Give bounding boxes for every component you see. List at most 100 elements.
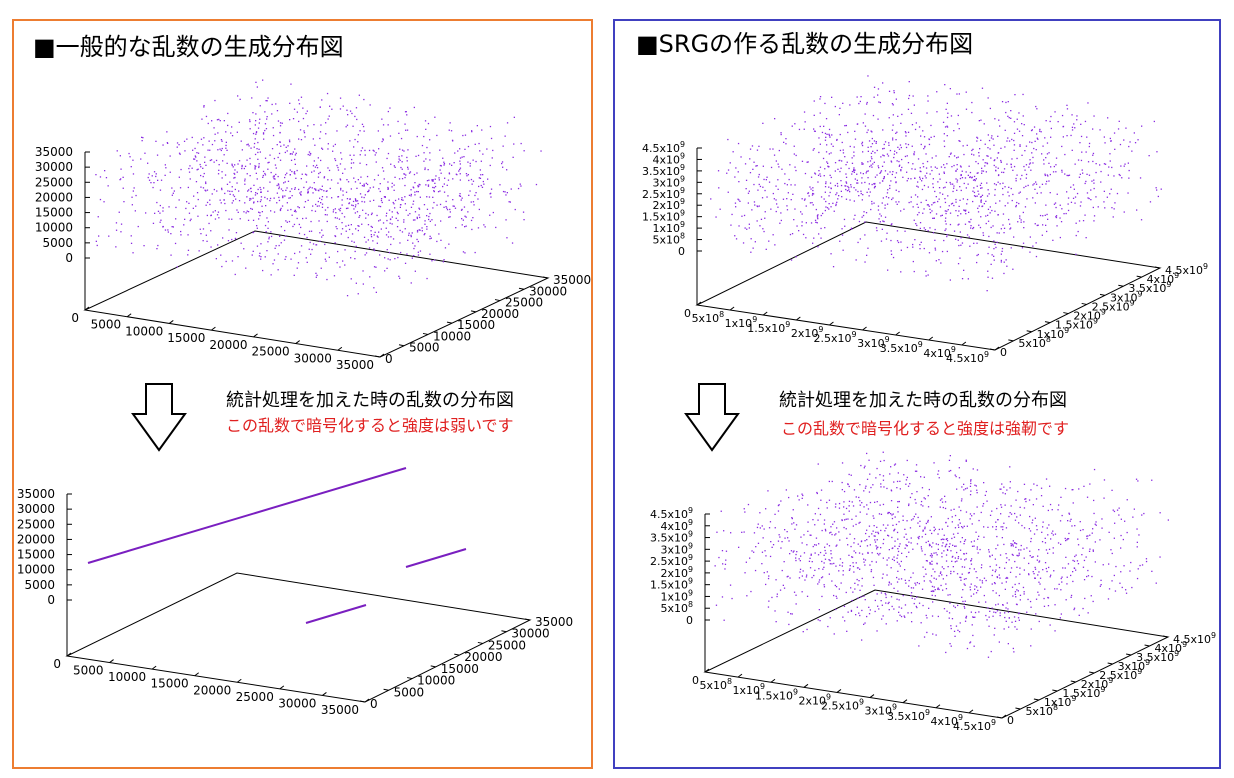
y-tick-label: 4x109: [1147, 271, 1180, 286]
scatter-dot: [1005, 259, 1007, 261]
scatter-dot: [1043, 605, 1046, 607]
scatter-dot: [279, 125, 282, 127]
scatter-dot: [289, 141, 291, 143]
scatter-dot: [850, 609, 853, 612]
scatter-dot: [355, 107, 358, 109]
scatter-dot: [1030, 628, 1032, 630]
scatter-dot: [817, 554, 820, 556]
scatter-dot: [296, 217, 298, 220]
scatter-dot: [1075, 569, 1077, 571]
scatter-dot: [801, 591, 803, 593]
scatter-dot: [1095, 521, 1097, 523]
scatter-dot: [270, 231, 272, 233]
scatter-dot: [225, 260, 227, 263]
scatter-dot: [984, 494, 986, 496]
scatter-dot: [266, 116, 268, 118]
y-tick-label-exp: 9: [1108, 676, 1113, 685]
scatter-dot: [401, 155, 403, 157]
scatter-dot: [167, 231, 169, 233]
scatter-dot: [1004, 567, 1006, 569]
scatter-dot: [225, 144, 227, 147]
scatter-dot: [888, 90, 891, 92]
scatter-dot: [901, 158, 903, 161]
x-tick-label: 4x109: [930, 713, 963, 728]
scatter-dot: [404, 123, 406, 125]
scatter-dot: [387, 186, 389, 189]
scatter-dot: [254, 194, 257, 196]
scatter-dot: [716, 531, 718, 533]
scatter-dot: [411, 257, 413, 259]
scatter-dot: [266, 250, 268, 252]
scatter-dot: [1015, 546, 1017, 548]
scatter-dot: [293, 172, 295, 174]
scatter-dot: [1111, 580, 1113, 582]
scatter-dot: [1141, 125, 1143, 127]
scatter-dot: [505, 219, 507, 221]
y-tick: [477, 641, 483, 644]
scatter-dot: [731, 213, 733, 216]
scatter-dot: [900, 122, 902, 124]
scatter-dot: [464, 226, 466, 228]
scatter-dot: [775, 621, 777, 623]
scatter-dot: [1042, 505, 1044, 507]
scatter-dot: [520, 185, 522, 187]
scatter-dot: [1010, 227, 1012, 229]
scatter-dot: [314, 210, 317, 212]
scatter-dot: [861, 639, 863, 641]
x-tick-label-exp: 9: [892, 703, 897, 712]
scatter-dot: [887, 512, 889, 515]
z-tick-label: 1x109: [652, 220, 685, 235]
z-tick-label: 1.5x109: [650, 577, 693, 592]
scatter-dot: [802, 494, 804, 497]
scatter-dot: [834, 105, 836, 108]
scatter-dot: [351, 112, 353, 115]
scatter-dot: [995, 528, 997, 531]
scatter-dot: [417, 251, 419, 253]
scatter-dot: [261, 211, 263, 213]
scatter-dot: [1108, 563, 1110, 565]
scatter-dot: [974, 484, 976, 486]
scatter-dot: [717, 170, 720, 172]
scatter-dot: [132, 190, 134, 192]
scatter-dot: [415, 155, 417, 157]
scatter-dot: [270, 274, 272, 276]
scatter-dot: [249, 157, 251, 160]
scatter-dot: [746, 228, 748, 230]
scatter-dot: [432, 180, 434, 182]
scatter-dot: [727, 169, 730, 171]
scatter-dot: [741, 215, 743, 217]
y-tick-label: 30000: [511, 627, 549, 641]
scatter-dot: [811, 202, 813, 204]
scatter-dot: [188, 167, 190, 170]
scatter-dot: [400, 166, 402, 169]
scatter-dot: [1067, 209, 1070, 212]
scatter-dot: [119, 179, 121, 181]
scatter-dot: [1037, 574, 1039, 576]
scatter-dot: [1087, 197, 1089, 199]
scatter-dot: [171, 187, 173, 189]
scatter-dot: [506, 192, 508, 194]
scatter-dot: [860, 96, 862, 98]
scatter-dot: [841, 196, 843, 198]
scatter-dot: [950, 203, 953, 205]
x-tick-label-base: 1.5x10: [755, 689, 793, 702]
scatter-dot: [886, 487, 888, 490]
scatter-dot: [963, 209, 966, 212]
scatter-dot: [249, 199, 251, 201]
scatter-dot: [946, 610, 948, 612]
scatter-dot: [473, 204, 475, 206]
scatter-dot: [1100, 579, 1102, 581]
scatter-dot: [331, 197, 333, 199]
scatter-dot: [1032, 571, 1034, 573]
scatter-dot: [478, 185, 480, 188]
scatter-dot: [978, 601, 980, 603]
scatter-dot: [219, 148, 221, 150]
scatter-dot: [840, 582, 842, 584]
scatter-dot: [387, 188, 389, 190]
scatter-dot: [966, 525, 968, 527]
scatter-dot: [723, 619, 725, 621]
scatter-dot: [878, 554, 880, 556]
scatter-dot: [260, 191, 262, 193]
scatter-dot: [718, 187, 720, 189]
scatter-dot: [915, 122, 917, 124]
